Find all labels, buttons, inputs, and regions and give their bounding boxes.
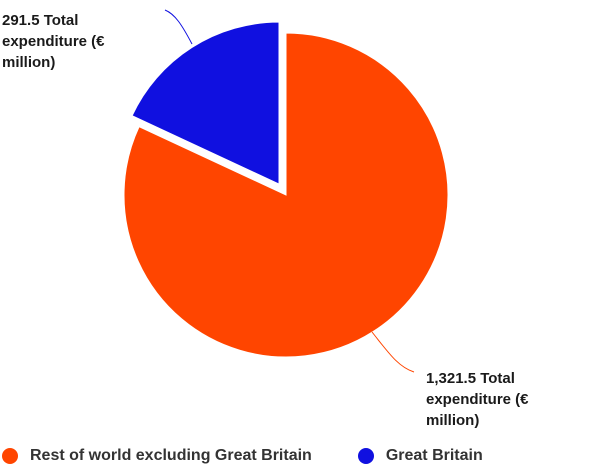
connector-great-britain — [164, 9, 193, 45]
legend-swatch-great-britain — [357, 448, 374, 464]
data-label-rest-of-world: 1,321.5 Total expenditure (€ million) — [426, 370, 529, 429]
slice-rest-of-world[interactable] — [123, 32, 449, 358]
legend-label-great-britain: Great Britain — [385, 447, 483, 464]
legend-item-rest-of-world[interactable]: Rest of world excluding Great Britain — [2, 447, 312, 465]
chart-legend: Rest of world excluding Great Britain Gr… — [0, 441, 597, 471]
connector-rest-of-world — [371, 331, 415, 373]
data-label-great-britain: 291.5 Total expenditure (€ million) — [2, 12, 105, 71]
legend-item-great-britain[interactable]: Great Britain — [357, 447, 483, 465]
slice-great-britain[interactable] — [131, 21, 280, 185]
legend-label-rest-of-world: Rest of world excluding Great Britain — [30, 447, 312, 464]
legend-swatch-rest-of-world — [2, 448, 18, 464]
